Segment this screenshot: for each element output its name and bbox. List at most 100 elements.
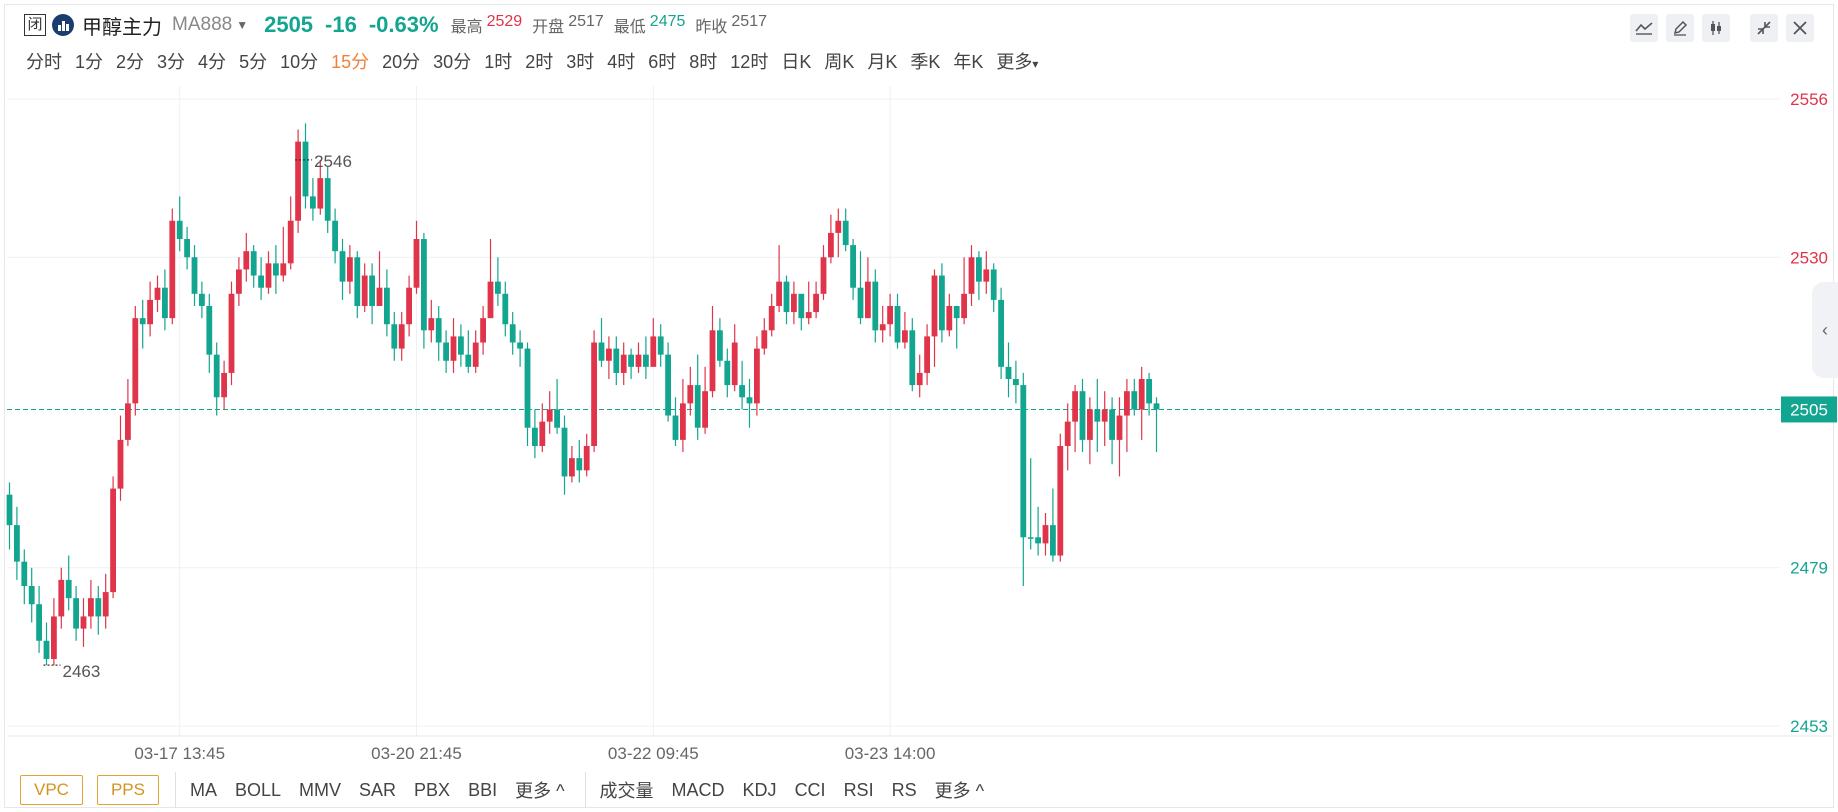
stat-label: 昨收 (695, 19, 728, 36)
close-icon[interactable] (1786, 14, 1814, 42)
candle (1042, 512, 1049, 556)
candle (961, 257, 967, 325)
candle (798, 293, 805, 331)
candle (569, 445, 575, 483)
candle (1153, 397, 1160, 453)
candle (635, 342, 642, 373)
overlay-button[interactable]: PPS (96, 775, 159, 805)
candle-type-icon[interactable] (1702, 14, 1730, 42)
side-panel-toggle[interactable]: ‹ (1812, 282, 1838, 378)
period-tab[interactable]: 30分 (433, 52, 472, 72)
sub-indicator[interactable]: 更多 ^ (934, 781, 985, 801)
sub-indicator[interactable]: CCI (794, 779, 826, 800)
period-tab[interactable]: 12时 (730, 52, 769, 72)
candle (465, 330, 472, 373)
candle (125, 379, 131, 446)
candle (324, 165, 331, 233)
period-tab[interactable]: 1分 (75, 52, 104, 72)
candle (1020, 372, 1027, 586)
period-tab[interactable]: 4分 (198, 52, 227, 72)
candle (273, 245, 279, 294)
candle (176, 196, 183, 252)
candle (598, 318, 605, 367)
candle (1057, 433, 1064, 562)
candle (117, 415, 124, 501)
line-style-icon[interactable] (1630, 14, 1658, 42)
candle (724, 348, 731, 398)
candle (791, 281, 797, 325)
sub-indicator[interactable]: RSI (843, 779, 874, 800)
candle (213, 342, 220, 416)
period-tab[interactable]: 15分 (331, 52, 370, 72)
period-tab[interactable]: 8时 (689, 52, 718, 72)
candle (1027, 458, 1034, 550)
candle (783, 275, 790, 325)
candle (946, 293, 953, 337)
main-indicator[interactable]: 更多 ^ (515, 781, 565, 801)
period-tab[interactable]: 日K (781, 52, 812, 72)
period-tab[interactable]: 周K (824, 52, 855, 72)
candle (1035, 506, 1041, 556)
candle (539, 403, 546, 453)
main-indicator[interactable]: MA (190, 779, 217, 800)
collapse-icon[interactable] (1750, 14, 1778, 42)
sub-indicator[interactable]: KDJ (742, 779, 777, 800)
candle (243, 232, 250, 282)
candle (931, 269, 938, 367)
candle (865, 257, 871, 319)
candle (102, 573, 109, 629)
candle (694, 354, 701, 440)
candle (842, 208, 849, 252)
candle (776, 245, 782, 313)
candle (502, 281, 509, 337)
period-tab[interactable]: 更多▾ (996, 52, 1039, 72)
main-indicator[interactable]: BOLL (235, 779, 282, 800)
candle (184, 226, 190, 270)
period-tab[interactable]: 月K (867, 52, 898, 72)
period-tab[interactable]: 分时 (26, 52, 62, 72)
period-tab[interactable]: 年K (953, 52, 984, 72)
candle (250, 245, 257, 288)
period-tab[interactable]: 2时 (525, 52, 554, 72)
period-tab[interactable]: 4时 (607, 52, 636, 72)
overlay-button[interactable]: VPC (20, 775, 83, 805)
draw-pen-icon[interactable] (1666, 14, 1694, 42)
current-price-tag (1781, 396, 1837, 423)
candle (591, 330, 597, 453)
candle (258, 257, 264, 300)
candle (894, 293, 901, 349)
candle (191, 245, 198, 306)
candle (406, 275, 412, 337)
period-tab[interactable]: 3时 (566, 52, 595, 72)
exchange-logo-icon (52, 14, 74, 36)
period-tab[interactable]: 10分 (280, 52, 319, 72)
main-indicator[interactable]: MMV (299, 779, 342, 800)
symbol-code[interactable]: MA888 (172, 14, 233, 35)
period-tab[interactable]: 季K (910, 52, 941, 72)
main-indicator[interactable]: SAR (359, 779, 397, 800)
candle (384, 269, 390, 337)
symbol-dropdown-icon[interactable]: ▼ (236, 18, 249, 32)
candle (554, 379, 560, 434)
candle (280, 226, 287, 282)
candle (657, 324, 664, 367)
period-tab[interactable]: 2分 (116, 52, 145, 72)
symbol-name[interactable]: 甲醇主力 (82, 16, 162, 39)
period-tab[interactable]: 5分 (239, 52, 268, 72)
main-indicator[interactable]: BBI (468, 779, 498, 800)
main-indicator[interactable]: PBX (414, 779, 451, 800)
candle (1116, 397, 1123, 477)
candle (1072, 385, 1078, 453)
period-tab[interactable]: 6时 (648, 52, 677, 72)
candle (546, 391, 553, 434)
candle (236, 257, 242, 306)
candle (902, 312, 908, 349)
period-tab[interactable]: 20分 (382, 52, 421, 72)
sub-indicator[interactable]: MACD (671, 779, 725, 800)
sub-indicator[interactable]: 成交量 (599, 781, 654, 801)
period-tab[interactable]: 1时 (484, 52, 513, 72)
candle (154, 275, 161, 313)
sub-indicator[interactable]: RS (891, 779, 917, 800)
period-tab[interactable]: 3分 (157, 52, 186, 72)
price-change: -16 (325, 12, 357, 37)
